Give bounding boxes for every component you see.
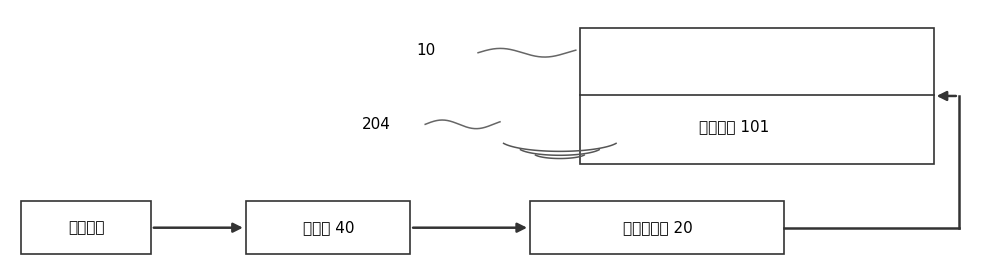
Bar	[246, 201, 410, 254]
Text: 磁场产生器 20: 磁场产生器 20	[623, 220, 692, 235]
Bar	[530, 201, 784, 254]
Text: 10: 10	[416, 43, 435, 58]
Text: 安定器 40: 安定器 40	[303, 220, 354, 235]
Text: 合金端子 101: 合金端子 101	[699, 120, 769, 135]
Bar	[21, 201, 151, 254]
Bar	[580, 28, 934, 164]
Text: 市电供应: 市电供应	[68, 220, 104, 235]
Text: 204: 204	[361, 117, 390, 132]
